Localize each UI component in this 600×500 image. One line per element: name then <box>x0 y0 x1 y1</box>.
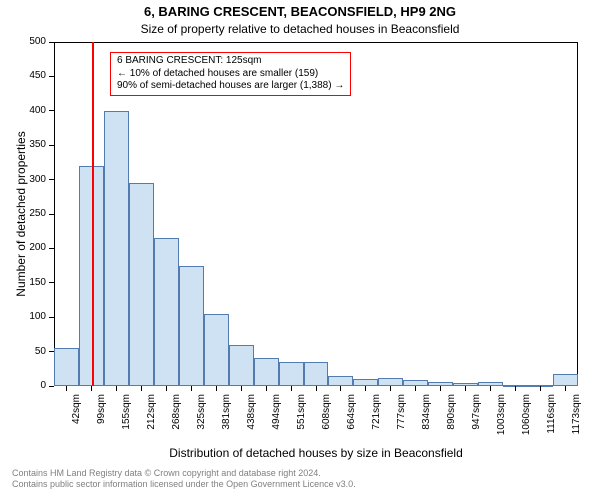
footer-line: Contains public sector information licen… <box>12 479 600 490</box>
x-tick <box>390 386 391 391</box>
x-tick-label: 381sqm <box>221 394 232 444</box>
chart-title: 6, BARING CRESCENT, BEACONSFIELD, HP9 2N… <box>0 4 600 19</box>
histogram-bar <box>204 314 229 386</box>
x-tick <box>91 386 92 391</box>
y-tick-label: 0 <box>16 380 46 391</box>
x-tick-label: 42sqm <box>71 394 82 444</box>
x-tick <box>415 386 416 391</box>
x-tick <box>565 386 566 391</box>
x-tick <box>515 386 516 391</box>
x-tick <box>116 386 117 391</box>
annotation-box: 6 BARING CRESCENT: 125sqm ← 10% of detac… <box>110 52 351 96</box>
x-tick <box>365 386 366 391</box>
y-tick <box>49 248 54 249</box>
x-tick-label: 721sqm <box>371 394 382 444</box>
y-tick-label: 400 <box>16 105 46 116</box>
y-tick <box>49 179 54 180</box>
x-tick <box>465 386 466 391</box>
histogram-bar <box>353 379 378 386</box>
x-tick-label: 268sqm <box>171 394 182 444</box>
x-tick <box>316 386 317 391</box>
x-tick <box>216 386 217 391</box>
x-tick-label: 664sqm <box>346 394 357 444</box>
x-tick-label: 1116sqm <box>546 394 557 444</box>
x-tick-label: 494sqm <box>271 394 282 444</box>
x-tick-label: 551sqm <box>296 394 307 444</box>
x-tick <box>490 386 491 391</box>
y-tick-label: 500 <box>16 36 46 47</box>
y-tick <box>49 110 54 111</box>
x-tick <box>241 386 242 391</box>
y-tick-label: 100 <box>16 311 46 322</box>
x-tick <box>291 386 292 391</box>
x-tick-label: 212sqm <box>146 394 157 444</box>
chart-container: { "chart": { "type": "histogram", "title… <box>0 0 600 500</box>
reference-line <box>92 42 94 386</box>
histogram-bar <box>154 238 179 386</box>
annotation-line: ← 10% of detached houses are smaller (15… <box>117 68 344 81</box>
y-tick-label: 50 <box>16 346 46 357</box>
x-tick-label: 325sqm <box>196 394 207 444</box>
histogram-bar <box>179 266 204 386</box>
x-tick-label: 890sqm <box>446 394 457 444</box>
y-tick-label: 250 <box>16 208 46 219</box>
x-tick-label: 155sqm <box>121 394 132 444</box>
annotation-line: 90% of semi-detached houses are larger (… <box>117 80 344 93</box>
histogram-bar <box>279 362 304 386</box>
y-tick-label: 300 <box>16 174 46 185</box>
chart-subtitle: Size of property relative to detached ho… <box>0 22 600 36</box>
y-tick <box>49 317 54 318</box>
x-tick-label: 1060sqm <box>521 394 532 444</box>
x-tick-label: 608sqm <box>321 394 332 444</box>
x-tick <box>440 386 441 391</box>
histogram-bar <box>54 348 79 386</box>
x-tick <box>191 386 192 391</box>
histogram-bar <box>254 358 279 386</box>
x-tick <box>266 386 267 391</box>
footer-line: Contains HM Land Registry data © Crown c… <box>12 468 600 479</box>
y-tick <box>49 76 54 77</box>
x-tick <box>66 386 67 391</box>
y-tick-label: 450 <box>16 70 46 81</box>
x-axis-label: Distribution of detached houses by size … <box>54 446 578 460</box>
annotation-line: 6 BARING CRESCENT: 125sqm <box>117 55 344 68</box>
x-tick-label: 1003sqm <box>496 394 507 444</box>
y-tick <box>49 282 54 283</box>
x-tick <box>340 386 341 391</box>
y-tick-label: 350 <box>16 139 46 150</box>
histogram-bar <box>553 374 578 386</box>
histogram-bar <box>229 345 254 386</box>
y-tick-label: 200 <box>16 242 46 253</box>
y-tick <box>49 214 54 215</box>
histogram-bar <box>104 111 129 386</box>
y-tick <box>49 42 54 43</box>
histogram-bar <box>328 376 353 386</box>
histogram-bar <box>378 378 403 386</box>
x-tick-label: 947sqm <box>471 394 482 444</box>
x-tick <box>540 386 541 391</box>
x-tick-label: 1173sqm <box>571 394 582 444</box>
x-tick <box>166 386 167 391</box>
histogram-bar <box>129 183 154 386</box>
footer-attribution: Contains HM Land Registry data © Crown c… <box>0 468 600 490</box>
y-tick <box>49 145 54 146</box>
histogram-bar <box>304 362 329 386</box>
y-tick-label: 150 <box>16 277 46 288</box>
x-tick <box>141 386 142 391</box>
x-tick-label: 99sqm <box>96 394 107 444</box>
x-tick-label: 834sqm <box>421 394 432 444</box>
x-tick-label: 777sqm <box>396 394 407 444</box>
x-tick-label: 438sqm <box>246 394 257 444</box>
